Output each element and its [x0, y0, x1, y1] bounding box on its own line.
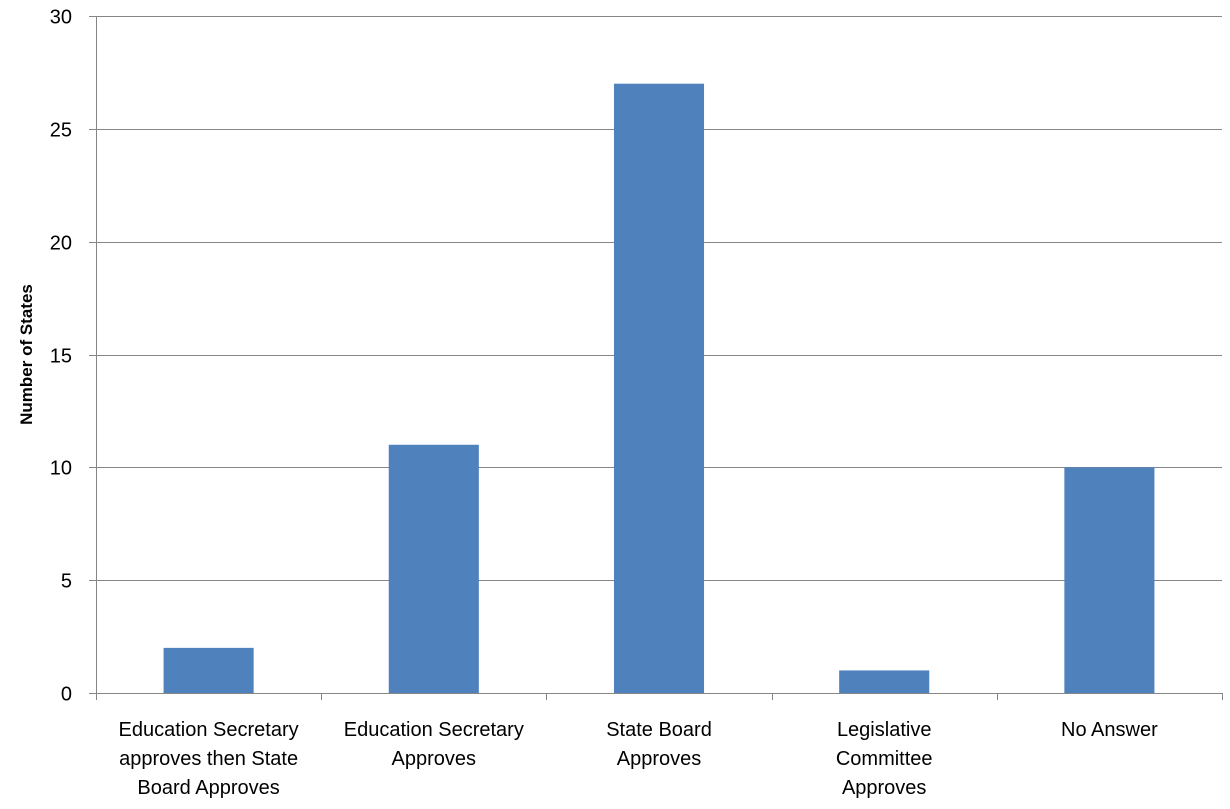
x-category-label-line: Education Secretary	[344, 719, 524, 741]
x-category-label-line: Education Secretary	[119, 719, 299, 741]
x-category-label-line: Approves	[392, 748, 477, 770]
x-category-label: No Answer	[1061, 719, 1158, 741]
x-category-label-line: Legislative	[837, 719, 932, 741]
x-category-label-line: Board Approves	[137, 777, 279, 799]
y-tick-label: 10	[50, 458, 72, 480]
y-tick-label: 5	[61, 571, 72, 593]
x-category-label: Education Secretary approves then State Bo…	[119, 719, 299, 799]
x-category-label-line: Committee	[836, 748, 933, 770]
x-category-label: Legislative Committee Approves	[836, 719, 933, 799]
bar	[388, 444, 479, 693]
x-category-label: State Board Approves	[606, 719, 712, 770]
bar	[839, 670, 930, 693]
x-category-label: Education Secretary Approves	[344, 719, 524, 770]
x-category-label-line: No Answer	[1061, 719, 1158, 741]
axis-layer	[89, 16, 1223, 700]
y-tick-label: 0	[61, 684, 72, 706]
x-category-label-line: Approves	[617, 748, 702, 770]
bar	[163, 647, 254, 693]
x-category-label-line: Approves	[842, 777, 927, 799]
y-tick-label: 30	[50, 7, 72, 29]
bar	[1064, 467, 1155, 693]
bar-layer	[163, 83, 1155, 693]
label-layer: 0 5 10 15 20 25 30 Education Secretary approves …	[50, 7, 1158, 800]
x-category-label-line: approves then State	[119, 748, 298, 770]
y-tick-label: 15	[50, 346, 72, 368]
y-axis-title: Number of States	[17, 284, 36, 425]
bar	[613, 83, 705, 693]
y-tick-label: 20	[50, 233, 72, 255]
y-tick-label: 25	[50, 120, 72, 142]
x-category-label-line: State Board	[606, 719, 712, 741]
